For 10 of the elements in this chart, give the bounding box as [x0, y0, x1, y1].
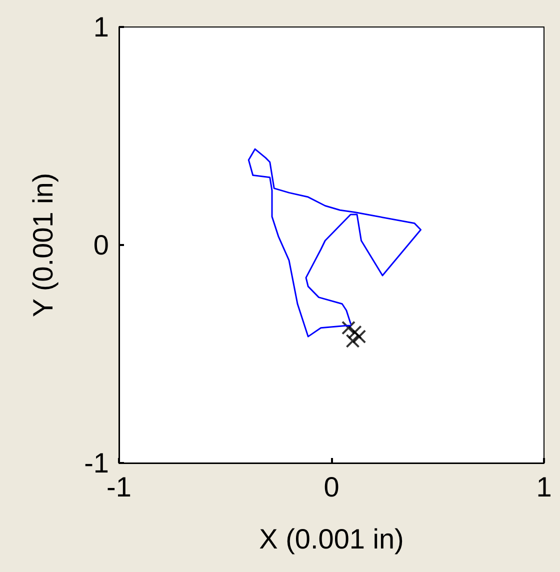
point [342, 320, 356, 335]
x-axis-title: X (0.001 in) [259, 524, 404, 554]
y-axis-title: Y (0.001 in) [28, 172, 58, 318]
point [352, 330, 366, 344]
y-tick-label: 1 [93, 12, 109, 42]
y-tick-label: -1 [84, 448, 109, 478]
line-series [248, 148, 422, 338]
x-tick-label: 1 [536, 472, 552, 502]
y-tick-label: 0 [93, 230, 109, 260]
x-tick-label: 0 [324, 472, 340, 502]
